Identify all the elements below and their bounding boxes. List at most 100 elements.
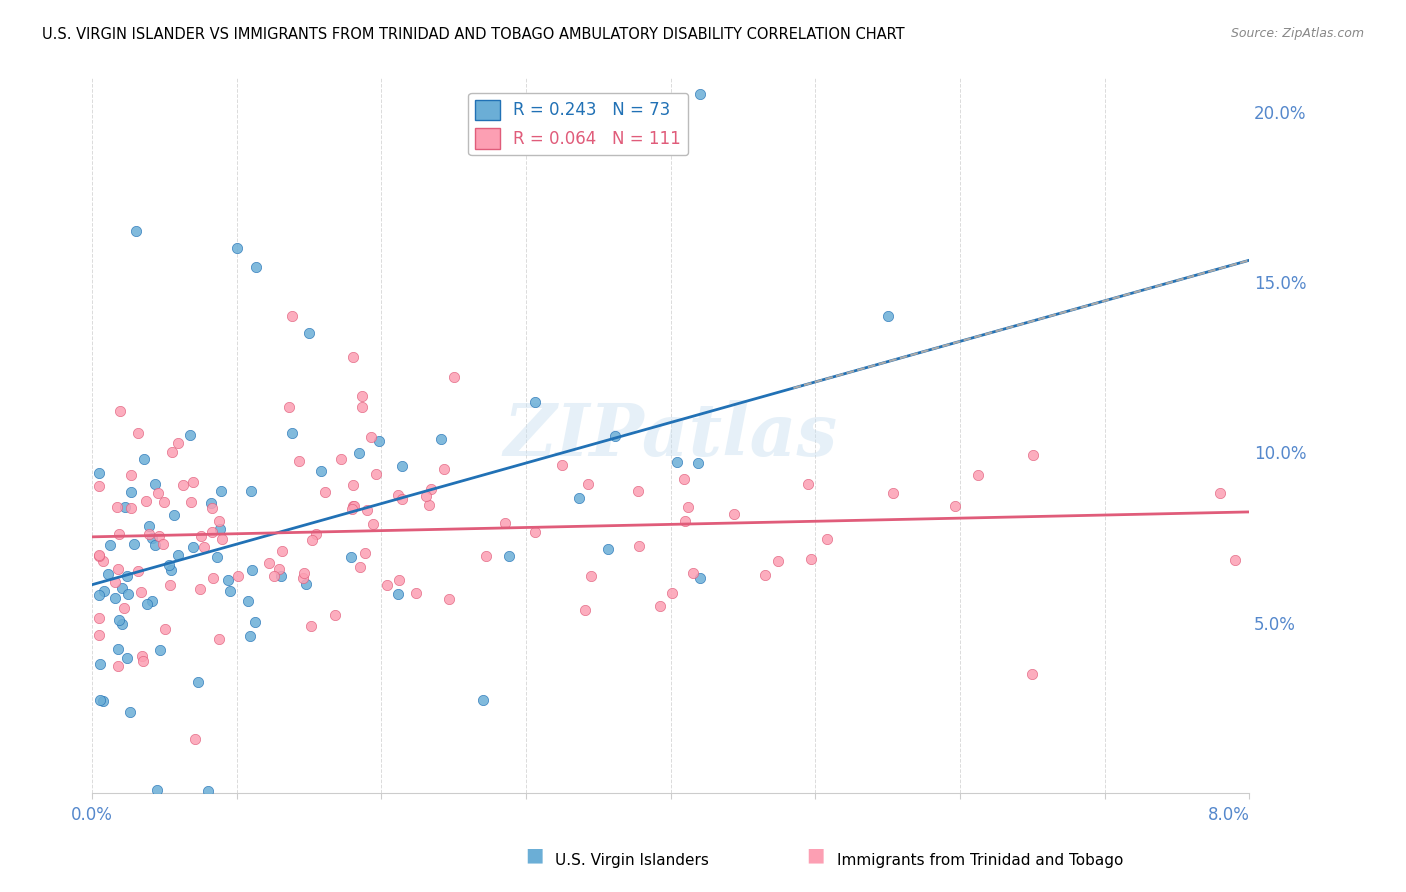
Immigrants from Trinidad and Tobago <box>127 564 149 578</box>
Text: ZIPatlas: ZIPatlas <box>503 400 838 471</box>
U.S. Virgin Islanders <box>114 500 136 514</box>
U.S. Virgin Islanders <box>110 581 132 595</box>
U.S. Virgin Islanders <box>157 558 180 572</box>
Immigrants from Trinidad and Tobago <box>121 500 143 515</box>
U.S. Virgin Islanders <box>387 587 409 601</box>
U.S. Virgin Islanders <box>239 628 262 642</box>
Immigrants from Trinidad and Tobago <box>352 400 374 414</box>
U.S. Virgin Islanders <box>122 537 145 551</box>
Text: ■: ■ <box>806 846 825 864</box>
U.S. Virgin Islanders <box>281 426 304 441</box>
Immigrants from Trinidad and Tobago <box>494 516 516 530</box>
U.S. Virgin Islanders <box>245 260 267 274</box>
Immigrants from Trinidad and Tobago <box>112 600 135 615</box>
U.S. Virgin Islanders <box>124 224 146 238</box>
Text: Immigrants from Trinidad and Tobago: Immigrants from Trinidad and Tobago <box>837 854 1123 868</box>
Immigrants from Trinidad and Tobago <box>523 524 546 539</box>
Immigrants from Trinidad and Tobago <box>475 549 498 563</box>
U.S. Virgin Islanders <box>118 705 141 719</box>
Immigrants from Trinidad and Tobago <box>153 622 176 636</box>
Immigrants from Trinidad and Tobago <box>754 567 776 582</box>
U.S. Virgin Islanders <box>225 241 247 255</box>
Immigrants from Trinidad and Tobago <box>211 532 233 546</box>
U.S. Virgin Islanders <box>430 432 453 446</box>
U.S. Virgin Islanders <box>93 583 115 598</box>
U.S. Virgin Islanders <box>598 541 620 556</box>
Immigrants from Trinidad and Tobago <box>364 467 387 481</box>
Immigrants from Trinidad and Tobago <box>723 507 745 521</box>
U.S. Virgin Islanders <box>107 613 129 627</box>
Immigrants from Trinidad and Tobago <box>180 494 202 508</box>
U.S. Virgin Islanders <box>688 456 710 470</box>
U.S. Virgin Islanders <box>197 784 219 798</box>
Immigrants from Trinidad and Tobago <box>89 628 111 642</box>
U.S. Virgin Islanders <box>120 485 142 500</box>
U.S. Virgin Islanders <box>209 483 232 498</box>
Immigrants from Trinidad and Tobago <box>193 540 215 554</box>
Immigrants from Trinidad and Tobago <box>188 582 211 596</box>
Immigrants from Trinidad and Tobago <box>267 562 290 576</box>
Immigrants from Trinidad and Tobago <box>768 554 790 568</box>
Immigrants from Trinidad and Tobago <box>418 499 440 513</box>
U.S. Virgin Islanders <box>391 458 413 473</box>
Immigrants from Trinidad and Tobago <box>581 569 603 583</box>
U.S. Virgin Islanders <box>181 540 204 554</box>
Immigrants from Trinidad and Tobago <box>167 436 190 450</box>
Immigrants from Trinidad and Tobago <box>943 499 966 513</box>
U.S. Virgin Islanders <box>498 549 520 563</box>
Immigrants from Trinidad and Tobago <box>574 603 596 617</box>
Immigrants from Trinidad and Tobago <box>129 585 152 599</box>
U.S. Virgin Islanders <box>523 394 546 409</box>
U.S. Virgin Islanders <box>347 446 370 460</box>
U.S. Virgin Islanders <box>218 584 240 599</box>
Immigrants from Trinidad and Tobago <box>107 561 129 575</box>
Text: 8.0%: 8.0% <box>1208 806 1250 824</box>
U.S. Virgin Islanders <box>603 429 626 443</box>
Immigrants from Trinidad and Tobago <box>661 585 683 599</box>
U.S. Virgin Islanders <box>270 569 292 583</box>
Immigrants from Trinidad and Tobago <box>439 591 461 606</box>
Immigrants from Trinidad and Tobago <box>433 462 456 476</box>
Immigrants from Trinidad and Tobago <box>648 599 671 614</box>
U.S. Virgin Islanders <box>97 566 120 581</box>
U.S. Virgin Islanders <box>309 464 332 478</box>
U.S. Virgin Islanders <box>136 597 159 611</box>
Immigrants from Trinidad and Tobago <box>361 517 384 532</box>
Immigrants from Trinidad and Tobago <box>1209 486 1232 500</box>
Immigrants from Trinidad and Tobago <box>271 544 294 558</box>
Immigrants from Trinidad and Tobago <box>153 495 176 509</box>
Immigrants from Trinidad and Tobago <box>148 486 170 500</box>
Immigrants from Trinidad and Tobago <box>89 611 111 625</box>
U.S. Virgin Islanders <box>117 587 139 601</box>
Immigrants from Trinidad and Tobago <box>354 546 377 560</box>
Legend: R = 0.243   N = 73, R = 0.064   N = 111: R = 0.243 N = 73, R = 0.064 N = 111 <box>468 93 688 155</box>
Immigrants from Trinidad and Tobago <box>107 658 129 673</box>
Immigrants from Trinidad and Tobago <box>576 477 599 491</box>
U.S. Virgin Islanders <box>98 538 121 552</box>
U.S. Virgin Islanders <box>295 576 318 591</box>
Immigrants from Trinidad and Tobago <box>301 533 323 547</box>
U.S. Virgin Islanders <box>217 573 239 587</box>
U.S. Virgin Islanders <box>91 694 114 708</box>
Immigrants from Trinidad and Tobago <box>314 484 336 499</box>
Immigrants from Trinidad and Tobago <box>208 514 231 528</box>
U.S. Virgin Islanders <box>89 693 111 707</box>
Immigrants from Trinidad and Tobago <box>108 404 131 418</box>
Immigrants from Trinidad and Tobago <box>342 499 364 513</box>
U.S. Virgin Islanders <box>117 569 139 583</box>
Immigrants from Trinidad and Tobago <box>966 468 988 483</box>
U.S. Virgin Islanders <box>146 782 169 797</box>
Immigrants from Trinidad and Tobago <box>387 488 409 502</box>
Immigrants from Trinidad and Tobago <box>263 568 285 582</box>
U.S. Virgin Islanders <box>239 483 262 498</box>
Immigrants from Trinidad and Tobago <box>152 537 174 551</box>
Text: Source: ZipAtlas.com: Source: ZipAtlas.com <box>1230 27 1364 40</box>
Immigrants from Trinidad and Tobago <box>201 571 224 585</box>
U.S. Virgin Islanders <box>149 643 172 657</box>
Immigrants from Trinidad and Tobago <box>415 489 437 503</box>
U.S. Virgin Islanders <box>89 657 111 672</box>
Immigrants from Trinidad and Tobago <box>190 529 212 543</box>
U.S. Virgin Islanders <box>166 548 188 562</box>
Immigrants from Trinidad and Tobago <box>89 478 111 492</box>
U.S. Virgin Islanders <box>141 531 163 545</box>
